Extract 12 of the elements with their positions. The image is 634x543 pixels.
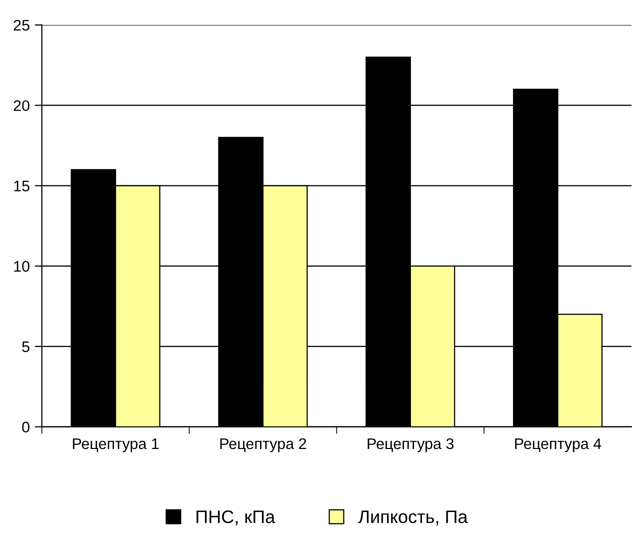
- y-tick-label: 15: [14, 180, 30, 192]
- x-tick-label: Рецептура 1: [72, 438, 159, 452]
- x-tick-label: Рецептура 2: [220, 438, 306, 452]
- legend-label: Липкость, Па: [358, 510, 468, 526]
- y-tick-label: 20: [14, 100, 30, 112]
- y-tick-label: 25: [14, 20, 30, 31]
- x-tick-label: Рецептура 3: [368, 438, 454, 452]
- x-tick-label: Рецептура 4: [515, 438, 602, 452]
- legend-label: ПНС, кПа: [196, 510, 276, 526]
- y-tick-label: 10: [14, 260, 30, 272]
- y-tick-label: 0: [22, 422, 30, 432]
- y-tick-label: 5: [22, 341, 30, 352]
